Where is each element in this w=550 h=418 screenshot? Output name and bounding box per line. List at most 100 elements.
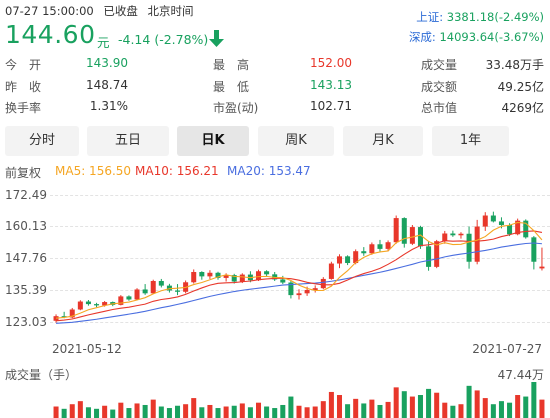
volume-bar (255, 402, 262, 418)
volume-bar (288, 396, 294, 418)
candle (126, 295, 132, 301)
candle-body (158, 280, 164, 286)
candle-body (369, 244, 375, 254)
volume-bar (166, 408, 172, 418)
volume-bar (377, 404, 383, 418)
candle-body (118, 296, 124, 305)
stat-label-high: 最 高 (213, 58, 250, 72)
candle-body (69, 309, 75, 318)
volume-bar (126, 408, 132, 418)
candle-body (142, 289, 148, 294)
tab-monthly-k[interactable]: 月K (343, 126, 423, 156)
candle-body (361, 251, 367, 254)
candle (361, 247, 367, 256)
tab-one-year[interactable]: 1年 (432, 126, 509, 156)
candlestick-chart[interactable] (0, 180, 550, 340)
stat-label-prev-close: 昨 收 (5, 80, 42, 94)
stat-label-turnover: 换手率 (5, 101, 42, 115)
stat-value-open: 143.90 (86, 56, 128, 70)
candle (118, 295, 124, 306)
volume-chart (53, 382, 545, 418)
volume-bar (191, 398, 197, 418)
tab-weekly-k[interactable]: 周K (258, 126, 334, 156)
y-tick-label: 147.76 (5, 251, 47, 265)
candle (77, 300, 83, 311)
candle-body (474, 226, 480, 262)
candle (490, 211, 496, 223)
candle (94, 302, 100, 308)
candle-body (102, 302, 108, 306)
candle-body (401, 218, 407, 244)
stat-value-volume: 33.48万手 (485, 58, 544, 72)
candle (296, 289, 302, 300)
index-name: 上证: (416, 10, 444, 24)
volume-bar (426, 388, 432, 418)
candle-body (312, 288, 318, 290)
volume-bar (369, 399, 375, 418)
tab-daily-k[interactable]: 日K (177, 126, 249, 156)
candle-body (288, 282, 294, 296)
volume-bar (85, 407, 91, 418)
candle (531, 236, 537, 270)
volume-bar (264, 406, 270, 418)
candle (336, 254, 343, 269)
ma10-legend: MA10: 156.21 (135, 164, 219, 178)
candle (482, 212, 488, 231)
tab-five-day[interactable]: 五日 (87, 126, 169, 156)
volume-bar (466, 385, 472, 418)
stat-label-volume: 成交量 (421, 58, 458, 72)
volume-bar (223, 406, 229, 418)
volume-bar (215, 408, 221, 418)
volume-bar (507, 402, 513, 418)
volume-bar (345, 404, 351, 418)
candle (409, 225, 415, 246)
volume-bar (474, 390, 480, 418)
volume-bar (498, 401, 504, 418)
volume-bar (231, 405, 237, 418)
stat-label-market-cap: 总市值 (421, 101, 458, 115)
candle (215, 271, 221, 280)
volume-bar (353, 398, 359, 418)
candle-body (523, 220, 529, 238)
candle-body (223, 275, 229, 278)
stat-label-pe: 市盈(动) (213, 101, 259, 115)
candle-body (61, 316, 67, 318)
candle (231, 273, 237, 284)
candle-body (409, 227, 415, 244)
candle (255, 269, 262, 281)
candle-body (498, 221, 504, 226)
volume-bar (183, 404, 189, 418)
candle-body (320, 278, 326, 289)
adjust-type-label[interactable]: 前复权 (5, 166, 42, 180)
volume-bar (77, 401, 83, 418)
candle-body (77, 301, 83, 310)
timezone-label: 北京时间 (147, 4, 194, 18)
candle (450, 230, 456, 237)
volume-bar (175, 405, 181, 418)
y-tick-label: 135.39 (5, 283, 47, 297)
candle (264, 270, 270, 277)
candle (158, 278, 164, 288)
index-shenzhen[interactable]: 深成: 14093.64(-3.67%) (409, 29, 544, 45)
candle-body (450, 233, 456, 236)
candle (207, 270, 213, 279)
candle (369, 242, 375, 255)
volume-bar (199, 407, 205, 418)
volume-bar (450, 405, 456, 418)
index-shanghai[interactable]: 上证: 3381.18(-2.49%) (416, 9, 544, 25)
volume-bar (417, 395, 423, 418)
volume-bar (385, 401, 391, 418)
volume-bar (482, 398, 488, 418)
candle (474, 219, 480, 265)
candle-body (207, 272, 213, 277)
price-change: -4.14 (-2.78%) (118, 32, 208, 47)
volume-bar (434, 392, 440, 418)
volume-bar (296, 405, 302, 418)
stat-label-open: 今 开 (5, 58, 42, 72)
tab-intraday[interactable]: 分时 (5, 126, 79, 156)
ma20-line (56, 242, 543, 324)
stat-value-high: 152.00 (310, 56, 352, 70)
candle (353, 249, 359, 265)
y-tick-label: 172.49 (5, 188, 47, 202)
candle-body (328, 263, 334, 279)
